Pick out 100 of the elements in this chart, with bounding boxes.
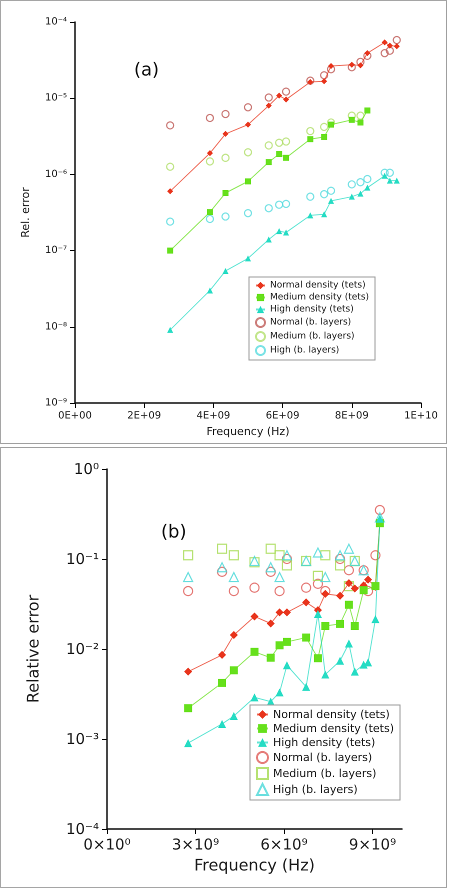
legend-label: High density (tets): [270, 304, 354, 314]
point: [283, 154, 290, 161]
point: [386, 42, 393, 49]
point: [266, 544, 276, 554]
point: [216, 566, 228, 577]
point: [183, 586, 194, 596]
point: [334, 550, 346, 560]
point: [357, 190, 364, 197]
point: [362, 586, 374, 596]
point: [244, 209, 252, 218]
point: [320, 550, 330, 560]
point: [230, 712, 238, 720]
point: [183, 572, 194, 582]
y-tick-label: 10⁻⁶: [44, 168, 67, 180]
x-tick-label: 0E+00: [58, 410, 92, 422]
point: [364, 107, 370, 114]
point: [336, 656, 344, 665]
point: [380, 168, 389, 177]
point: [357, 119, 364, 126]
legend-label: Normal density (tets): [270, 280, 366, 290]
point: [206, 157, 214, 166]
point: [283, 229, 290, 236]
point: [276, 608, 284, 616]
point: [244, 148, 252, 156]
point: [266, 236, 272, 242]
point: [266, 159, 272, 166]
y-tick-label: 10⁻⁵: [44, 92, 67, 104]
point: [228, 550, 239, 560]
point: [306, 127, 314, 136]
y-tick-label: 10⁻⁴: [66, 820, 99, 838]
point: [266, 654, 275, 662]
point: [167, 188, 174, 194]
point: [266, 566, 276, 577]
legend-label: Medium (b. layers): [270, 332, 355, 342]
point: [222, 268, 229, 274]
point: [321, 622, 330, 630]
point: [166, 218, 174, 226]
point: [336, 592, 344, 600]
point: [328, 122, 334, 128]
point: [222, 130, 229, 137]
point: [206, 209, 213, 216]
point: [326, 65, 336, 74]
point: [183, 550, 194, 560]
point: [228, 572, 239, 582]
point: [218, 678, 226, 687]
point: [276, 92, 282, 99]
point: [302, 598, 310, 606]
point: [184, 739, 192, 748]
point: [328, 62, 334, 69]
point: [344, 544, 354, 554]
legend-label: Medium density (tets): [273, 722, 394, 735]
point: [394, 178, 400, 184]
point: [301, 582, 312, 593]
text: (b): [161, 522, 186, 542]
point: [344, 579, 353, 588]
point: [307, 136, 314, 142]
point: [386, 168, 394, 177]
point: [282, 137, 290, 146]
point: [276, 688, 284, 696]
point: [206, 150, 213, 156]
point: [282, 661, 291, 670]
point: [357, 62, 364, 68]
point: [382, 172, 388, 179]
point: [249, 582, 260, 593]
point: [250, 693, 258, 702]
point: [275, 138, 284, 147]
point: [386, 178, 393, 184]
point: [166, 162, 174, 171]
point: [344, 640, 353, 648]
point: [364, 184, 370, 191]
point: [306, 76, 314, 85]
point: [312, 570, 324, 581]
x-axis-title: Frequency (Hz): [206, 424, 290, 438]
point: [344, 600, 353, 609]
x-tick-label: 2E+09: [127, 410, 162, 422]
point: [184, 668, 192, 676]
point: [307, 212, 314, 218]
point: [374, 504, 385, 516]
legend-label: High (b. layers): [270, 346, 340, 356]
point: [380, 49, 389, 58]
x-tick-label: 8E+09: [334, 410, 369, 422]
point: [312, 578, 324, 589]
point: [376, 514, 384, 523]
point: [320, 586, 330, 596]
point: [218, 650, 226, 659]
point: [312, 547, 324, 558]
point: [275, 200, 284, 209]
point: [350, 622, 359, 630]
point: [206, 214, 214, 224]
point: [221, 154, 230, 162]
point: [282, 554, 292, 564]
y-axis-title: Rel. error: [19, 186, 32, 238]
point: [321, 211, 328, 218]
y-tick-label: 10⁰: [74, 460, 99, 478]
point: [218, 720, 226, 728]
point: [364, 658, 372, 666]
point: [274, 572, 285, 582]
point: [360, 586, 368, 594]
point: [334, 560, 346, 570]
point: [244, 103, 252, 112]
